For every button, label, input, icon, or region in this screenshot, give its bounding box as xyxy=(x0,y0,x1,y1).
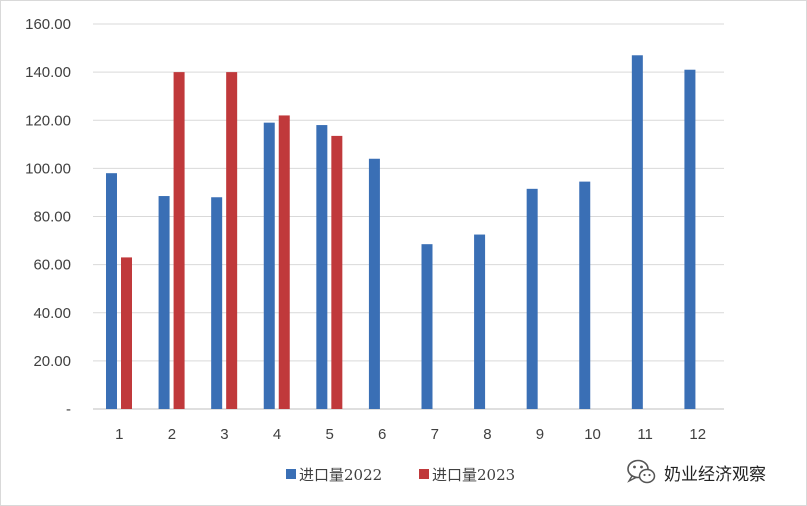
x-tick-label: 11 xyxy=(637,426,653,443)
grid-lines xyxy=(93,23,724,410)
bar-进口量2022-1 xyxy=(106,173,117,409)
x-tick-label: 9 xyxy=(536,426,544,443)
bar-进口量2022-12 xyxy=(684,69,696,409)
bar-进口量2022-7 xyxy=(421,244,433,409)
bar-进口量2022-2 xyxy=(158,196,170,409)
bar-进口量2023-4 xyxy=(278,115,290,409)
y-tick-label: 60.00 xyxy=(33,257,71,274)
legend-swatch-2023 xyxy=(419,469,429,479)
bar-进口量2023-3 xyxy=(226,72,238,409)
legend: 进口量2022 进口量2023 xyxy=(286,466,515,484)
y-tick-label: 120.00 xyxy=(25,112,71,129)
y-axis: - 20.00 40.00 60.00 80.00 100.00 120.00 140.00 1… xyxy=(25,16,71,418)
bar-进口量2022-6 xyxy=(368,158,380,409)
wechat-icon xyxy=(627,459,656,484)
bar-进口量2022-8 xyxy=(474,234,486,409)
y-tick-label: 40.00 xyxy=(33,305,71,322)
y-tick-label: 100.00 xyxy=(25,160,71,177)
x-tick-label: 4 xyxy=(273,426,281,443)
bar-进口量2022-11 xyxy=(631,55,643,409)
y-tick-label: 160.00 xyxy=(25,16,71,33)
bar-进口量2022-10 xyxy=(579,181,591,409)
x-tick-label: 7 xyxy=(431,426,439,443)
x-tick-label: 6 xyxy=(378,426,386,443)
watermark-text: 奶业经济观察 xyxy=(664,465,766,485)
bars xyxy=(106,55,696,409)
legend-swatch-2022 xyxy=(286,469,296,479)
legend-label-2023: 进口量2023 xyxy=(432,466,515,484)
y-tick-label: 80.00 xyxy=(33,209,71,226)
y-tick-label: 20.00 xyxy=(33,353,71,370)
watermark: 奶业经济观察 xyxy=(627,459,766,485)
x-axis: 1 2 3 4 5 6 7 8 9 10 11 12 xyxy=(115,426,706,443)
x-tick-label: 2 xyxy=(168,426,176,443)
bar-进口量2022-3 xyxy=(211,197,223,409)
x-tick-label: 12 xyxy=(689,426,706,443)
y-tick-label: - xyxy=(66,401,71,418)
bar-进口量2023-5 xyxy=(331,135,343,409)
bar-进口量2022-5 xyxy=(316,125,328,409)
x-tick-label: 8 xyxy=(483,426,491,443)
x-tick-label: 10 xyxy=(584,426,601,443)
bar-进口量2023-2 xyxy=(173,72,185,409)
y-tick-label: 140.00 xyxy=(25,64,71,81)
bar-进口量2022-9 xyxy=(526,188,538,409)
legend-label-2022: 进口量2022 xyxy=(299,466,382,484)
x-tick-label: 5 xyxy=(325,426,333,443)
bar-进口量2022-4 xyxy=(263,122,275,409)
x-tick-label: 3 xyxy=(220,426,228,443)
bar-进口量2023-1 xyxy=(121,257,132,409)
x-tick-label: 1 xyxy=(115,426,123,443)
